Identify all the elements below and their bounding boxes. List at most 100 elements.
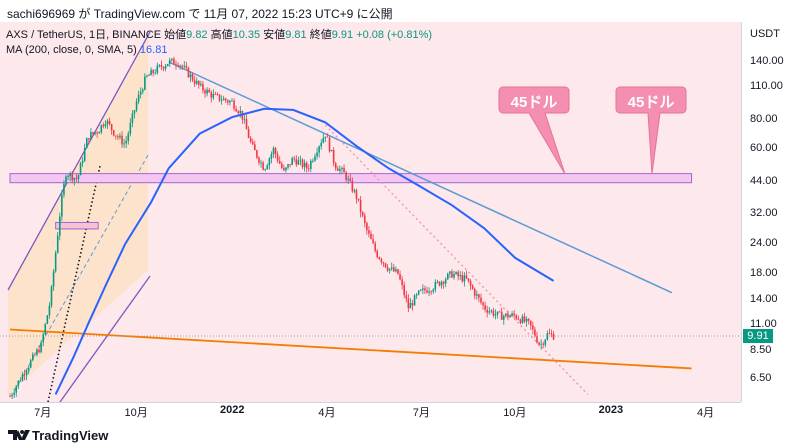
candle-body [492,310,495,316]
candle-body [525,318,528,322]
candle-body [249,137,252,142]
candle-body [355,190,358,199]
legend-change: +0.08 (+0.81%) [356,29,433,41]
candle-body [519,319,522,323]
candle-body [278,160,281,164]
candle-body [193,80,196,84]
candle-body [168,60,171,65]
candle-body [324,136,327,139]
price-chart[interactable]: 45ドル 45ドル [0,0,741,402]
candle-body [108,120,111,125]
candle-body [314,156,316,161]
candle-body [160,65,163,68]
candle-body [552,334,555,340]
callout-45-left[interactable]: 45ドル [498,86,570,175]
candle-body [461,275,464,282]
candle-body [550,333,553,335]
candle-body [455,272,457,275]
axis-corner [741,402,800,422]
candle-body [65,176,67,184]
candle-body [220,100,223,101]
candle-body [247,129,250,138]
candle-body [229,100,231,103]
candle-body [505,313,507,316]
candle-body [513,313,515,316]
candle-body [548,333,551,335]
candle-body [54,252,57,272]
candle-body [546,333,549,340]
candle-body [40,342,42,353]
candle-body [254,144,256,151]
candle-body [32,354,34,361]
candle-body [21,374,24,381]
candle-body [436,281,439,283]
candle-body [490,310,493,312]
candle-body [88,138,90,140]
candle-body [224,98,227,101]
candle-body [511,313,513,316]
downtrend-line-dotted [324,124,589,395]
candle-body [419,289,422,291]
candle-body [38,349,40,353]
candle-body [293,158,296,160]
candle-body [415,294,418,296]
candle-body [405,295,408,299]
candle-body [384,263,387,268]
candle-body [453,274,455,278]
candle-body [154,72,157,74]
candle-body [171,58,173,61]
candle-body [521,316,524,323]
candle-body [413,295,416,306]
candle-body [457,272,459,277]
candle-body [370,233,372,240]
candle-body [303,162,306,168]
candle-body [56,235,59,253]
candle-body [451,271,453,278]
candle-body [471,285,474,289]
candle-body [494,314,497,316]
candle-body [58,216,61,236]
candle-body [146,75,148,77]
price-tick: 18.00 [750,266,778,279]
candle-body [432,289,435,292]
callout-45-right[interactable]: 45ドル [615,86,687,175]
candle-body [121,135,123,145]
candle-body [488,311,491,313]
candle-body [148,75,150,77]
candle-body [222,98,225,101]
candle-body [251,141,254,145]
candle-body [129,122,132,134]
candle-body [345,172,347,180]
candle-body [422,288,424,290]
candle-body [135,101,138,111]
price-tick: 110.00 [750,79,783,92]
candle-body [274,148,277,155]
candle-body [542,343,545,345]
time-axis[interactable] [0,402,741,423]
candle-body [85,138,88,149]
candle-body [61,194,63,217]
price-tick: 6.50 [750,372,772,384]
candle-body [449,271,451,274]
price-tick: 8.50 [750,344,772,357]
candle-body [363,215,366,224]
candle-body [299,159,302,161]
candle-body [438,281,441,286]
candle-body [287,164,289,168]
candle-body [42,334,44,343]
candle-body [208,89,210,93]
candle-body [283,167,285,171]
candle-body [63,183,65,195]
candle-body [152,70,154,74]
candle-body [125,140,127,144]
candle-body [484,305,486,310]
candle-body [465,275,468,279]
candle-body [235,108,237,112]
price-tick: 14.00 [750,292,778,305]
candle-body [44,323,47,335]
legend-low: 9.81 [285,29,307,41]
candle-body [212,93,215,98]
candle-body [424,288,426,291]
candle-body [112,130,115,136]
time-tick: 4月 [697,407,715,419]
